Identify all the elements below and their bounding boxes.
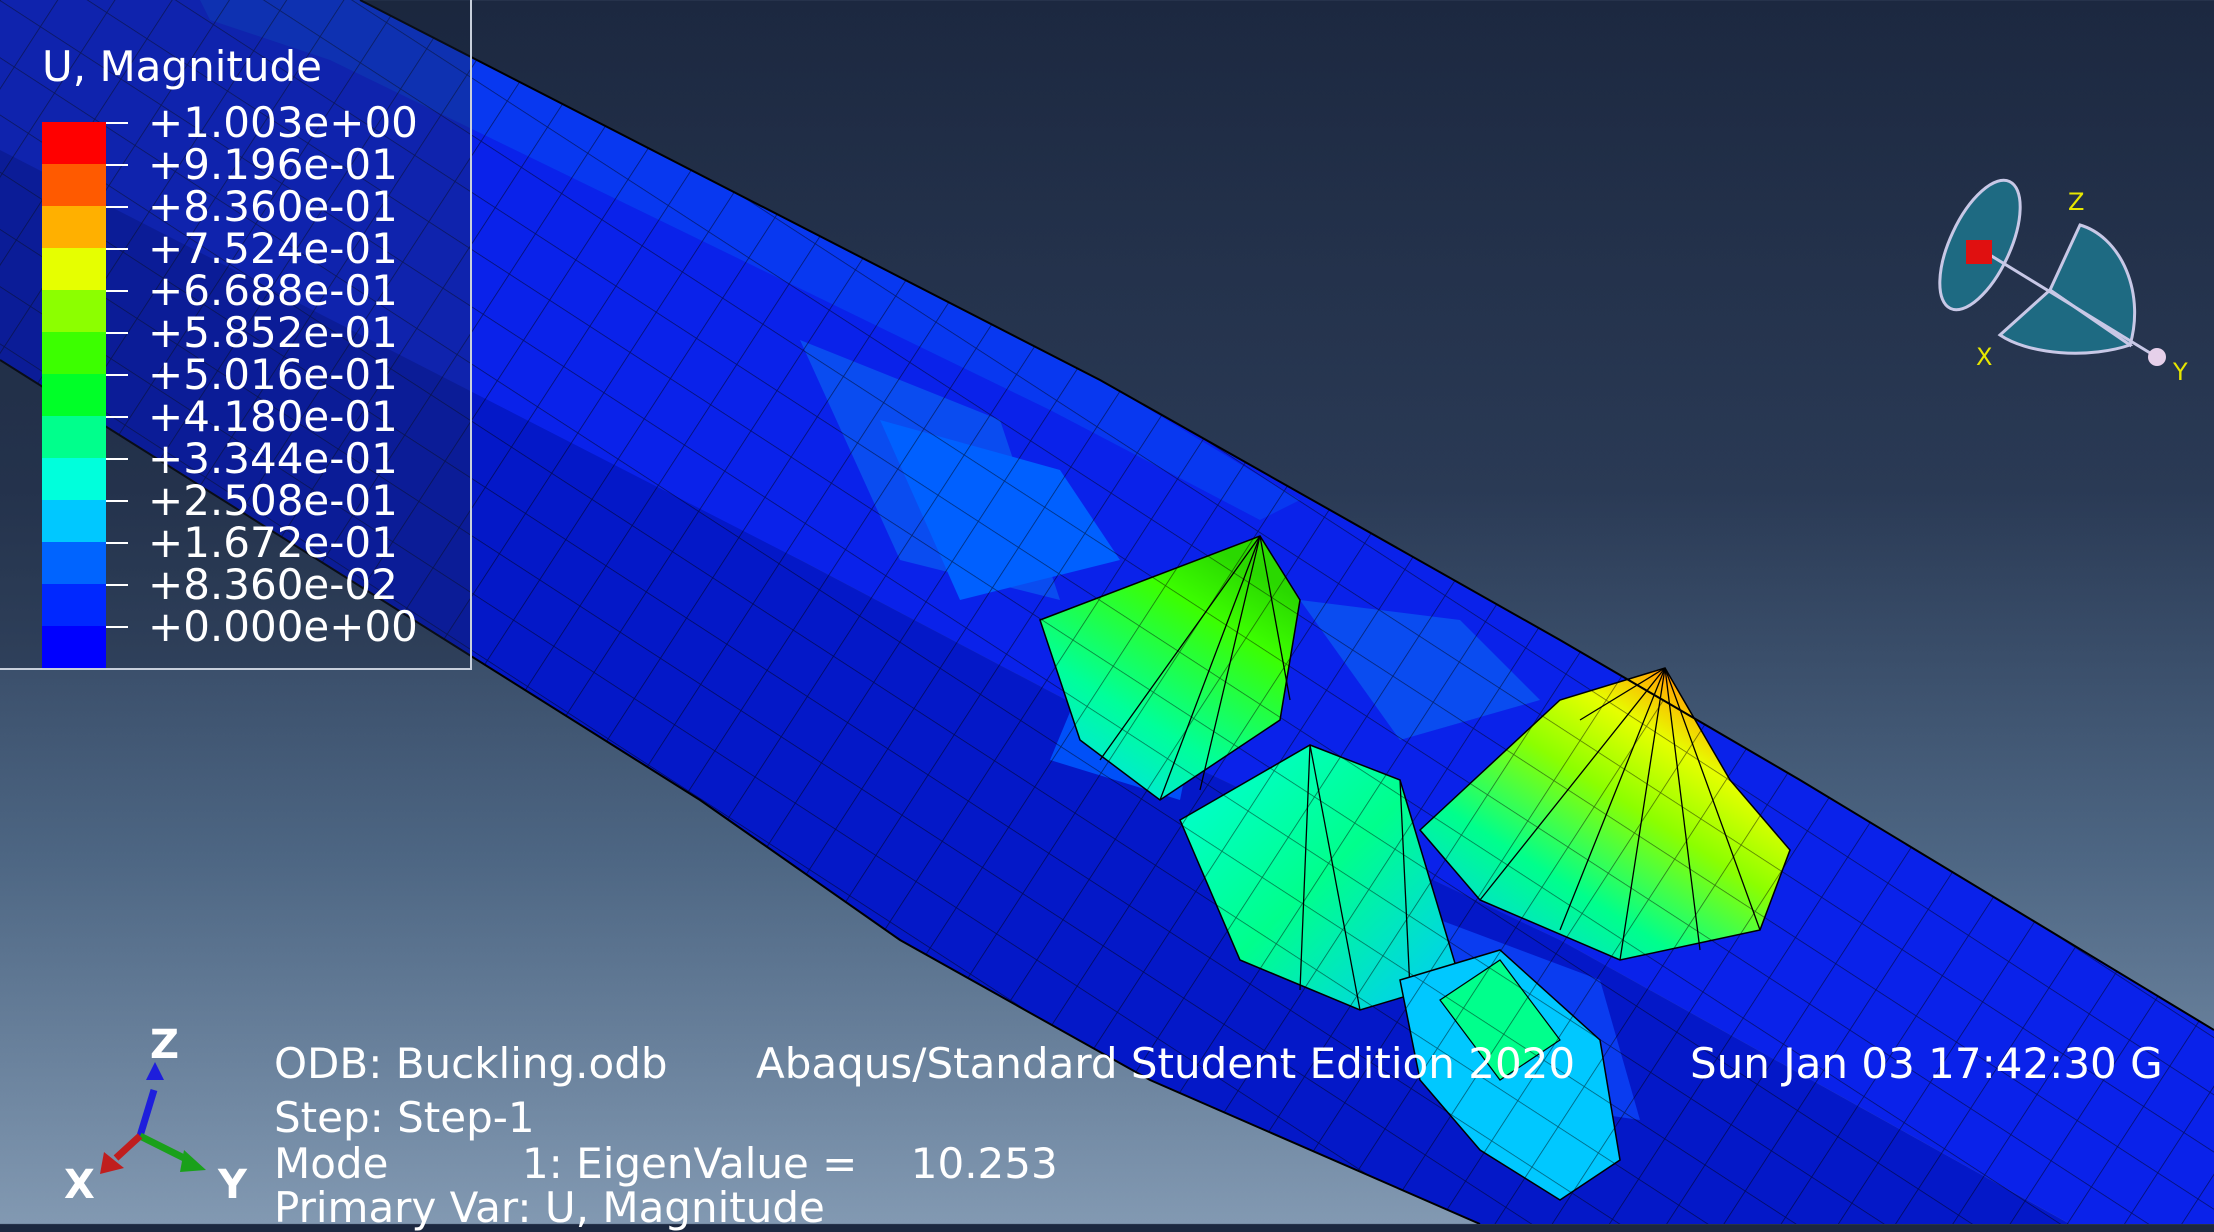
beam-edge-top (359, 0, 2214, 1031)
step-label: Step: Step-1 (274, 1093, 535, 1142)
primary-var-label: Primary Var: U, Magnitude (274, 1183, 825, 1232)
view-orientation-triad[interactable]: Z X Y (1923, 169, 2188, 386)
legend-value-label: +8.360e-01 (148, 182, 398, 231)
legend-tick (106, 542, 128, 544)
legend-value-label: +5.852e-01 (148, 308, 398, 357)
legend-value-label: +2.508e-01 (148, 476, 398, 525)
legend-tick (106, 374, 128, 376)
legend-tick (106, 584, 128, 586)
triad-y-label: Y (217, 1162, 248, 1208)
legend-swatch (42, 626, 106, 668)
legend-swatch (42, 332, 106, 374)
legend-swatch (42, 374, 106, 416)
legend-tick (106, 248, 128, 250)
legend-swatch (42, 458, 106, 500)
legend-value-label: +1.003e+00 (148, 98, 418, 147)
legend-swatch (42, 248, 106, 290)
triad-z-label: Z (150, 1022, 179, 1068)
legend-value-label: +6.688e-01 (148, 266, 398, 315)
beam-edge-bottom (0, 359, 1481, 1224)
datetime-label: Sun Jan 03 17:42:30 G (1690, 1039, 2163, 1088)
triad-top-y-label: Y (2172, 358, 2188, 386)
triad-x-label: X (64, 1162, 95, 1208)
legend-value-label: +5.016e-01 (148, 350, 398, 399)
legend-tick (106, 332, 128, 334)
legend-value-label: +0.000e+00 (148, 602, 418, 651)
legend-swatch (42, 122, 106, 164)
edition-label: Abaqus/Standard Student Edition 2020 (756, 1039, 1576, 1088)
legend-value-label: +9.196e-01 (148, 140, 398, 189)
legend-tick (106, 122, 128, 124)
odb-label: ODB: Buckling.odb (274, 1039, 668, 1088)
triad-top-z-label: Z (2068, 188, 2084, 216)
legend-tick (106, 206, 128, 208)
legend-swatch (42, 584, 106, 626)
legend-value-label: +7.524e-01 (148, 224, 398, 273)
legend-tick (106, 458, 128, 460)
triad-top-x-label: X (1976, 343, 1992, 371)
legend-title: U, Magnitude (42, 42, 322, 91)
legend-value-label: +3.344e-01 (148, 434, 398, 483)
coordinate-triad: Z X Y (64, 1022, 248, 1208)
legend-swatch (42, 542, 106, 584)
legend-swatch (42, 500, 106, 542)
legend-swatch (42, 164, 106, 206)
legend-tick (106, 290, 128, 292)
legend-swatch (42, 206, 106, 248)
legend-swatch (42, 416, 106, 458)
legend-swatch (42, 290, 106, 332)
legend-value-label: +8.360e-02 (148, 560, 398, 609)
legend-value-label: +1.672e-01 (148, 518, 398, 567)
legend-tick (106, 164, 128, 166)
legend-tick (106, 416, 128, 418)
legend-tick (106, 500, 128, 502)
legend-tick (106, 626, 128, 628)
legend-value-label: +4.180e-01 (148, 392, 398, 441)
mode-eigenvalue-label: Mode 1: EigenValue = 10.253 (274, 1139, 1058, 1188)
contour-legend[interactable]: U, Magnitude +1.003e+00 +9.196e-01 +8.360e… (0, 0, 472, 670)
